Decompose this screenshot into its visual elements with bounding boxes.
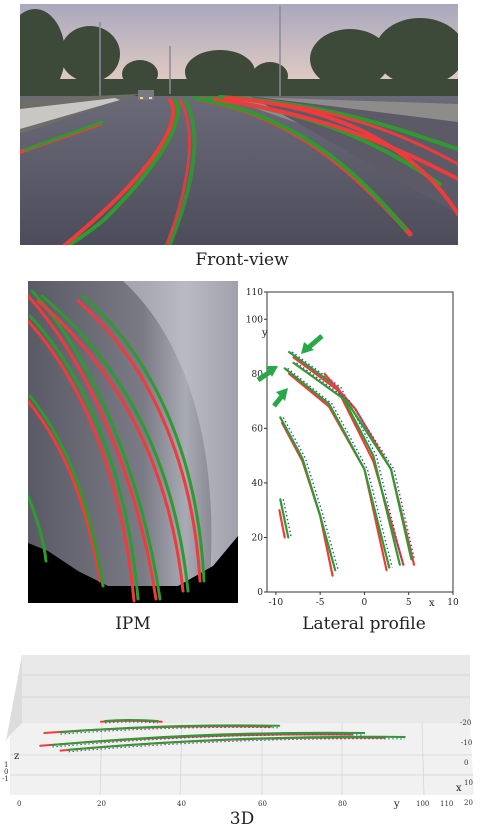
three-d-xtick: 20 xyxy=(97,800,106,808)
annotation-arrows xyxy=(256,334,324,408)
caption-3d: 3D xyxy=(229,809,255,829)
x-tick-label: 5 xyxy=(406,598,412,608)
three-d-dotted-line-7 xyxy=(68,738,405,753)
lateral-series-line-3 xyxy=(279,416,337,572)
plot-frame xyxy=(266,291,454,593)
lateral-profile-chart: -10 -5 0 5 10 0 20 40 60 80 100 110 y x xyxy=(246,282,476,612)
front-view-scene xyxy=(5,4,465,256)
lateral-series-line-7 xyxy=(288,350,401,566)
floor-pane xyxy=(10,723,474,795)
three-d-y-label: y xyxy=(393,799,400,810)
caption-lateral-profile: Lateral profile xyxy=(302,614,426,634)
x-tick-label: 10 xyxy=(447,598,459,608)
back-pane xyxy=(22,655,470,723)
three-d-dotted-line-5 xyxy=(52,734,365,748)
y-tick-label: 60 xyxy=(252,424,264,434)
arrow-3 xyxy=(272,388,288,408)
side-pane xyxy=(6,655,22,741)
three-d-left-tick: -1 xyxy=(2,775,9,783)
ipm-image xyxy=(26,281,238,603)
y-tick-label: 0 xyxy=(257,588,263,598)
lateral-dotted-line-3 xyxy=(282,417,339,571)
three-d-series-line-5 xyxy=(51,731,366,746)
x-tick-label: -10 xyxy=(269,598,284,608)
three-d-dotted-line-3 xyxy=(60,726,280,735)
lateral-series-line-4 xyxy=(288,372,388,572)
three-d-series-line-7 xyxy=(67,735,406,751)
three-d-series-line-3 xyxy=(59,724,281,734)
three-d-xtick: 0 xyxy=(17,800,21,808)
three-d-chart: 0 20 40 60 80 100 110 -20 -10 0 10 20 1 … xyxy=(2,655,482,815)
y-tick-label: 40 xyxy=(252,479,264,489)
arrow-1 xyxy=(301,334,324,354)
grid-lines xyxy=(10,674,473,796)
lateral-dotted-line-5 xyxy=(287,367,393,568)
ipm-lanes xyxy=(26,289,206,603)
three-d-xtick: 40 xyxy=(177,800,186,808)
three-d-series-line-1 xyxy=(104,719,159,722)
lateral-series-line-1 xyxy=(279,498,290,539)
x-tick-label: 0 xyxy=(362,598,368,608)
lateral-series-line-2 xyxy=(280,421,334,577)
three-d-ztick: 20 xyxy=(464,799,473,807)
lateral-dotted-line-7 xyxy=(291,351,404,565)
car xyxy=(138,90,154,100)
lateral-dotted-line-1 xyxy=(282,499,292,538)
lateral-series-line-5 xyxy=(283,367,391,569)
three-d-x-label: x xyxy=(456,783,462,794)
y-tick-label: 100 xyxy=(246,315,263,325)
x-axis-label: x xyxy=(429,598,435,609)
three-d-ztick: -20 xyxy=(460,719,471,727)
lateral-series-line-9 xyxy=(292,361,413,561)
trees xyxy=(5,9,465,99)
caption-front-view: Front-view xyxy=(195,250,289,270)
y-tick-label: 110 xyxy=(246,288,263,298)
three-d-ztick: 10 xyxy=(464,779,473,787)
front-view-image xyxy=(5,4,465,256)
three-d-left-tick: 1 xyxy=(4,761,8,769)
three-d-xtick: 110 xyxy=(440,800,453,808)
three-d-ztick: -10 xyxy=(461,739,472,747)
lateral-series-line-8 xyxy=(323,372,416,566)
three-d-xtick: 100 xyxy=(416,800,429,808)
x-tick-label: -5 xyxy=(316,598,325,608)
y-tick-label: 20 xyxy=(252,533,264,543)
caption-ipm: IPM xyxy=(115,614,151,634)
arrow-2 xyxy=(256,366,278,383)
three-d-ticks: 0 20 40 60 80 100 110 -20 -10 0 10 20 1 … xyxy=(2,719,473,808)
ipm-scene xyxy=(26,281,238,603)
three-d-z-label: z xyxy=(14,751,19,762)
three-d-dotted-line-1 xyxy=(105,721,158,724)
y-tick-label: 80 xyxy=(252,370,264,380)
street-poles xyxy=(99,6,281,102)
three-d-xtick: 80 xyxy=(338,800,347,808)
lateral-series-line-0 xyxy=(278,509,286,539)
lateral-dotted-line-9 xyxy=(296,362,416,560)
y-axis-label: y xyxy=(261,328,268,339)
three-d-left-tick: 0 xyxy=(4,768,8,776)
three-d-ztick: 0 xyxy=(464,759,468,767)
three-d-svg: 0 20 40 60 80 100 110 -20 -10 0 10 20 1 … xyxy=(2,655,474,810)
three-d-xtick: 60 xyxy=(258,800,267,808)
